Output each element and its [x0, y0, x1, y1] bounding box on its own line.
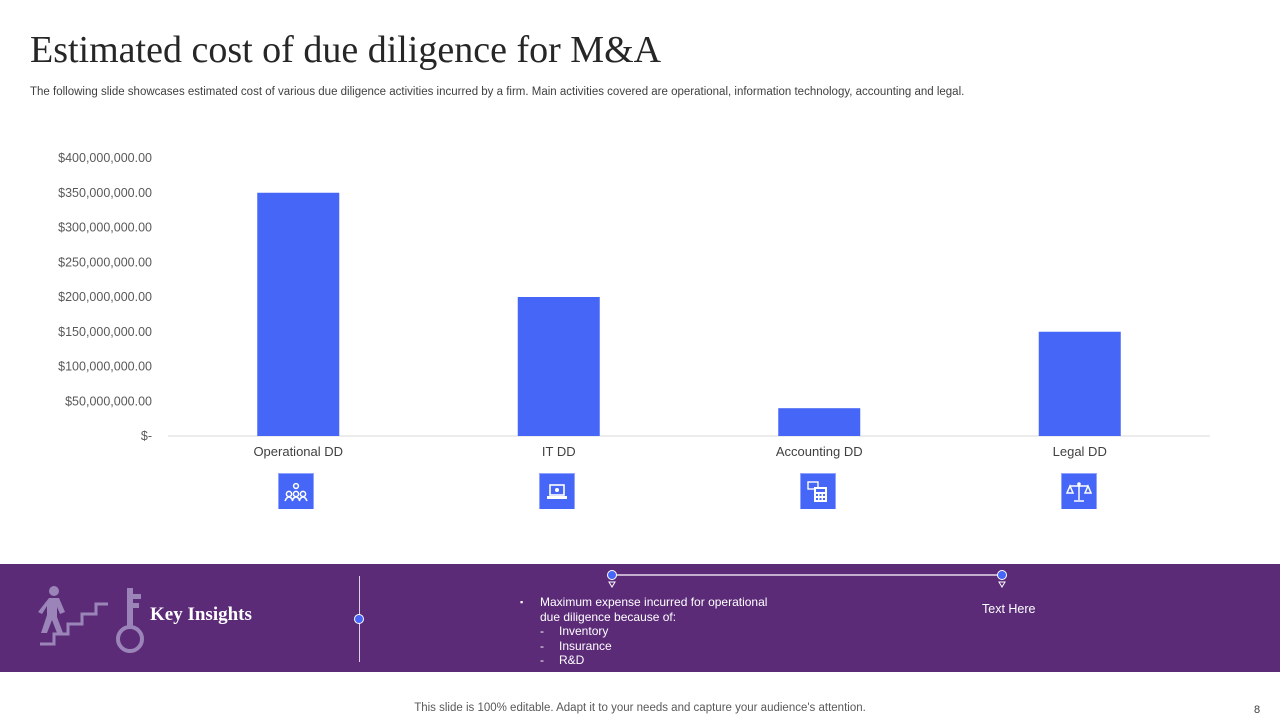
- x-tick-label: IT DD: [542, 444, 576, 459]
- x-tick-label: Accounting DD: [776, 444, 863, 459]
- y-axis-labels: $- $50,000,000.00 $100,000,000.00 $150,000,…: [58, 151, 152, 443]
- bar-chart: $- $50,000,000.00 $100,000,000.00 $150,000,…: [58, 151, 1210, 459]
- laptop-icon: [539, 473, 575, 509]
- calculator-icon: [800, 473, 836, 509]
- divider-dot: [354, 614, 364, 624]
- x-axis-labels: Operational DD IT DD Accounting DD Legal DD: [253, 444, 1106, 459]
- bar: [517, 297, 600, 436]
- text-here-label: Text Here: [982, 602, 1036, 616]
- key-insights-band: Key Insights ▪ Maximum expense incurred …: [0, 564, 1280, 672]
- bar: [1038, 331, 1121, 436]
- y-tick-label: $300,000,000.00: [58, 221, 152, 235]
- y-tick-label: $250,000,000.00: [58, 255, 152, 269]
- key-insights-title: Key Insights: [150, 604, 252, 625]
- y-tick-label: $400,000,000.00: [58, 151, 152, 165]
- y-tick-label: $100,000,000.00: [58, 360, 152, 374]
- footer-note: This slide is 100% editable. Adapt it to…: [414, 702, 866, 714]
- page-number: 8: [1254, 704, 1261, 716]
- y-tick-label: $350,000,000.00: [58, 186, 152, 200]
- scales-icon: [1061, 473, 1097, 509]
- slide-title: Estimated cost of due diligence for M&A: [30, 29, 662, 71]
- team-gears-icon: [278, 473, 314, 509]
- bars: [257, 192, 1121, 436]
- y-tick-label: $150,000,000.00: [58, 325, 152, 339]
- slide-subtitle: The following slide showcases estimated …: [30, 86, 965, 98]
- insight-timeline: [607, 570, 1007, 588]
- insight-point: Maximum expense incurred for operational…: [540, 595, 768, 624]
- y-tick-label: $200,000,000.00: [58, 290, 152, 304]
- bullet-icon: ▪: [520, 597, 524, 607]
- y-tick-label: $-: [141, 429, 152, 443]
- x-tick-label: Operational DD: [253, 444, 343, 459]
- bar: [257, 192, 340, 436]
- bar: [778, 408, 861, 436]
- y-tick-label: $50,000,000.00: [65, 394, 152, 408]
- x-tick-label: Legal DD: [1053, 444, 1107, 459]
- stair-climber-key-icon: [38, 586, 144, 653]
